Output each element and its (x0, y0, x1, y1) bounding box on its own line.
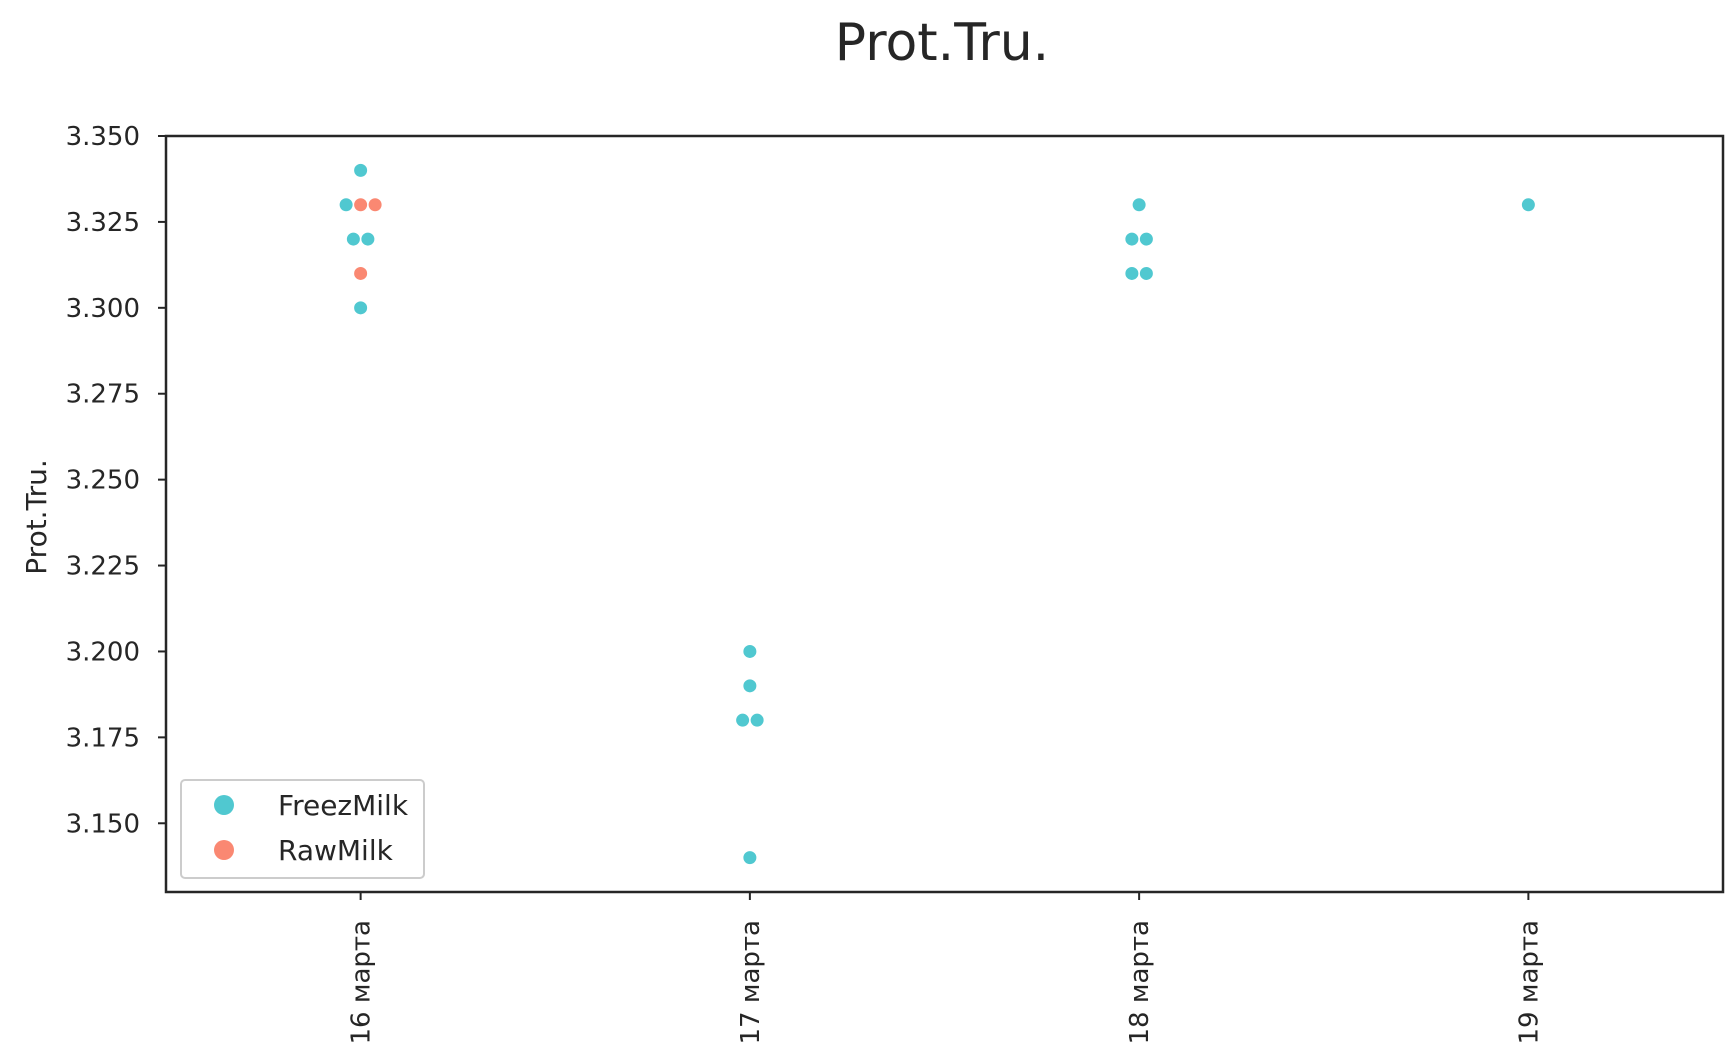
x-tick-label: 19 марта (1514, 920, 1544, 1044)
chart-title: Prot.Tru. (835, 13, 1049, 73)
data-point-freezmilk (353, 162, 369, 178)
y-tick-label: 3.250 (66, 466, 140, 496)
data-point-freezmilk (742, 850, 758, 866)
data-point-freezmilk (735, 712, 751, 728)
legend-marker-rawmilk (214, 840, 234, 860)
data-point-freezmilk (1138, 231, 1154, 247)
y-tick-label: 3.300 (66, 294, 140, 324)
y-tick-label: 3.325 (66, 208, 140, 238)
x-tick-label: 17 марта (736, 920, 766, 1044)
y-tick-label: 3.175 (66, 723, 140, 753)
legend-marker-freezmilk (214, 795, 234, 815)
data-point-freezmilk (353, 300, 369, 316)
y-tick-label: 3.200 (66, 637, 140, 667)
y-axis-label: Prot.Tru. (20, 459, 53, 574)
data-point-rawmilk (367, 197, 383, 213)
data-point-freezmilk (338, 197, 354, 213)
y-tick-label: 3.150 (66, 809, 140, 839)
data-point-freezmilk (1124, 231, 1140, 247)
data-point-rawmilk (353, 265, 369, 281)
legend-label-rawmilk: RawMilk (278, 834, 394, 867)
data-point-freezmilk (1124, 265, 1140, 281)
plot-frame (164, 134, 1725, 894)
data-point-freezmilk (345, 231, 361, 247)
data-point-freezmilk (1131, 197, 1147, 213)
data-point-freezmilk (1520, 197, 1536, 213)
data-point-freezmilk (742, 643, 758, 659)
x-tick-label: 18 марта (1125, 920, 1155, 1044)
plot-area: 3.150 3.175 3.200 3.225 3.250 3.275 3.300 3.325… (66, 122, 1725, 1044)
data-point-rawmilk (353, 197, 369, 213)
y-tick-label: 3.350 (66, 122, 140, 152)
data-point-freezmilk (1138, 265, 1154, 281)
legend-label-freezmilk: FreezMilk (278, 789, 409, 822)
legend-box (180, 779, 425, 879)
y-tick-label: 3.275 (66, 380, 140, 410)
x-tick-label: 16 марта (347, 920, 377, 1044)
data-point-freezmilk (742, 678, 758, 694)
data-point-freezmilk (749, 712, 765, 728)
data-point-freezmilk (360, 231, 376, 247)
y-tick-label: 3.225 (66, 552, 140, 582)
